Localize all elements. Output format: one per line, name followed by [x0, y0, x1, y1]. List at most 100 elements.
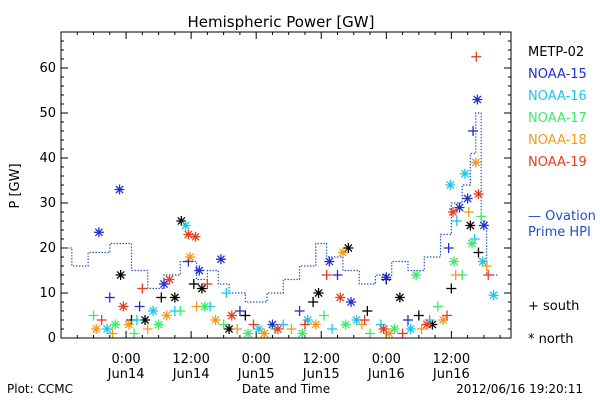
north-star-marker	[346, 297, 357, 307]
x-tick-time-label: 0:00	[242, 352, 271, 367]
x-axis-label: Date and Time	[242, 382, 330, 396]
south-plus-marker	[356, 319, 367, 330]
south-plus-marker	[471, 51, 482, 62]
south-plus-marker	[483, 270, 494, 280]
north-star-marker	[465, 220, 476, 231]
south-plus-marker	[240, 310, 251, 321]
north-star-marker	[384, 328, 395, 339]
axis-ticks: 01020304050600:00Jun1412:00Jun140:00Jun1…	[39, 32, 511, 382]
x-tick-date-label: Jun14	[172, 367, 210, 382]
north-star-marker	[190, 231, 201, 242]
south-plus-marker	[234, 306, 245, 316]
south-plus-marker	[107, 328, 118, 339]
south-plus-marker	[278, 319, 289, 330]
legend-north-marker: * north	[528, 332, 574, 347]
south-plus-marker	[481, 261, 492, 271]
north-star-marker	[466, 238, 477, 249]
north-star-marker	[161, 310, 172, 321]
south-plus-marker	[463, 207, 474, 217]
north-star-marker	[272, 324, 283, 334]
south-plus-marker	[473, 247, 484, 258]
north-star-marker	[164, 274, 175, 285]
north-star-marker	[389, 324, 400, 334]
south-plus-marker	[129, 328, 140, 339]
south-plus-marker	[365, 328, 376, 339]
north-star-marker	[115, 270, 126, 280]
x-tick-time-label: 0:00	[372, 352, 401, 367]
x-tick-time-label: 0:00	[111, 352, 140, 367]
x-tick-time-label: 12:00	[303, 352, 340, 367]
x-tick-date-label: Jun15	[237, 367, 275, 382]
south-plus-marker	[156, 292, 167, 303]
south-plus-marker	[432, 301, 443, 312]
north-star-marker	[343, 243, 354, 253]
legend-hpi-line2: Prime HPI	[528, 225, 591, 240]
north-star-marker	[224, 324, 235, 334]
north-star-marker	[335, 292, 346, 303]
north-star-marker	[91, 324, 102, 334]
south-plus-marker	[327, 324, 338, 334]
north-star-marker	[470, 157, 481, 168]
north-star-marker	[488, 290, 499, 301]
north-star-marker	[454, 202, 465, 213]
north-star-marker	[110, 319, 121, 330]
north-star-marker	[449, 256, 460, 267]
north-star-marker	[93, 227, 104, 238]
y-tick-label: 50	[39, 106, 56, 121]
chart-title: Hemispheric Power [GW]	[188, 13, 375, 31]
south-plus-marker	[416, 324, 427, 334]
south-plus-marker	[188, 279, 199, 289]
south-plus-marker	[248, 319, 259, 330]
y-tick-label: 20	[39, 241, 56, 256]
south-plus-marker	[218, 319, 229, 330]
north-star-marker	[159, 279, 170, 289]
north-star-marker	[394, 292, 405, 303]
north-star-marker	[183, 229, 194, 240]
north-star-marker	[267, 319, 278, 330]
north-star-marker	[215, 254, 226, 265]
north-star-marker	[447, 207, 458, 217]
legend-entry: NOAA-18	[528, 133, 587, 148]
legend-hpi-line1: — Ovation	[528, 209, 596, 224]
x-tick-time-label: 12:00	[433, 352, 470, 367]
legend-entry: NOAA-16	[528, 89, 587, 104]
north-star-marker	[114, 184, 125, 195]
footer-timestamp: 2012/06/16 19:20:11	[456, 382, 583, 396]
y-tick-label: 40	[39, 151, 56, 166]
north-star-marker	[378, 324, 389, 334]
north-star-marker	[243, 328, 254, 339]
south-plus-marker	[191, 301, 202, 312]
south-plus-marker	[294, 306, 305, 316]
south-plus-marker	[451, 216, 462, 226]
south-plus-marker	[413, 310, 424, 321]
south-plus-marker	[442, 310, 453, 321]
south-plus-marker	[476, 211, 487, 222]
north-star-marker	[472, 94, 483, 105]
north-star-marker	[259, 328, 270, 339]
data-points	[88, 51, 499, 339]
south-plus-marker	[88, 310, 99, 321]
north-star-marker	[310, 319, 321, 330]
y-tick-label: 30	[39, 196, 56, 211]
x-tick-date-label: Jun15	[302, 367, 340, 382]
north-star-marker	[169, 292, 180, 303]
plot-frame	[60, 31, 512, 339]
south-plus-marker	[175, 306, 186, 316]
south-plus-marker	[131, 315, 142, 325]
south-plus-marker	[443, 243, 454, 253]
x-tick-date-label: Jun14	[107, 367, 145, 382]
north-star-marker	[351, 315, 362, 325]
north-star-marker	[196, 283, 207, 294]
south-plus-marker	[450, 270, 461, 280]
legend-south-marker: + south	[528, 299, 579, 314]
north-star-marker	[226, 310, 237, 321]
north-star-marker	[297, 328, 308, 339]
north-star-marker	[478, 220, 489, 231]
north-star-marker	[313, 288, 324, 298]
south-plus-marker	[402, 315, 413, 325]
south-plus-marker	[359, 315, 370, 325]
north-star-marker	[337, 247, 348, 258]
south-plus-marker	[137, 283, 148, 294]
north-star-marker	[462, 193, 473, 204]
